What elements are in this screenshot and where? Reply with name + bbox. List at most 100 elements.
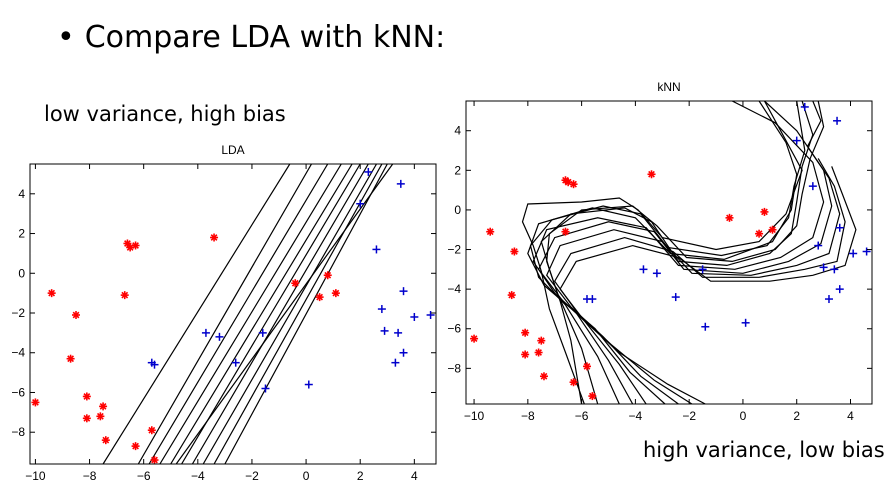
knn-blue-point <box>824 295 833 304</box>
knn-blue-point <box>819 263 828 272</box>
lda-boundary-line-4 <box>181 164 361 464</box>
lda-red-point <box>131 442 140 451</box>
knn-blue-point <box>814 241 823 250</box>
lda-xtick-label: −8 <box>83 469 97 483</box>
knn-red-point <box>725 213 734 222</box>
knn-ytick-label: 0 <box>454 203 461 217</box>
knn-ytick-label: −6 <box>447 322 461 336</box>
knn-blue-point <box>792 136 801 145</box>
lda-blue-point <box>364 167 373 176</box>
knn-red-point <box>486 227 495 236</box>
knn-blue-point <box>830 265 839 274</box>
lda-boundary-line-9 <box>102 164 291 464</box>
knn-xtick-label: −10 <box>464 409 485 423</box>
lda-blue-point <box>377 305 386 314</box>
knn-boundary-line-9 <box>559 166 857 404</box>
lda-xtick-label: −6 <box>137 469 151 483</box>
lda-red-point <box>82 414 91 423</box>
lda-xtick-label: 0 <box>303 469 310 483</box>
knn-red-point <box>539 372 548 381</box>
knn-red-point <box>507 291 516 300</box>
lda-red-point <box>101 436 110 445</box>
knn-red-point <box>582 362 591 371</box>
lda-ytick-label: 4 <box>18 187 25 201</box>
lda-title: LDA <box>221 143 244 157</box>
lda-red-point <box>72 310 81 319</box>
lda-xtick-label: −10 <box>25 469 46 483</box>
knn-ytick-label: 4 <box>454 124 461 138</box>
lda-boundary-line-10 <box>175 164 394 464</box>
knn-red-point <box>647 170 656 179</box>
knn-boundary-line-1 <box>546 101 825 404</box>
knn-xtick-label: −8 <box>521 409 535 423</box>
lda-xtick-label: 2 <box>357 469 364 483</box>
lda-red-point <box>315 293 324 302</box>
lda-blue-point <box>215 332 224 341</box>
knn-caption: high variance, low bias <box>643 438 885 462</box>
lda-xtick-label: −2 <box>245 469 259 483</box>
knn-boundaries <box>521 101 857 404</box>
knn-xtick-label: −2 <box>682 409 696 423</box>
lda-blue-point <box>150 360 159 369</box>
knn-xtick-label: −6 <box>575 409 589 423</box>
lda-boundaries <box>102 164 394 464</box>
lda-ytick-label: −8 <box>11 425 25 439</box>
lda-blue-point <box>396 179 405 188</box>
knn-xtick-label: −4 <box>629 409 643 423</box>
knn-blue-point <box>835 285 844 294</box>
lda-blue-point <box>391 358 400 367</box>
knn-red-point <box>755 229 764 238</box>
knn-red-point <box>561 227 570 236</box>
knn-boundary-line-8 <box>521 101 803 404</box>
knn-ytick-label: −2 <box>447 243 461 257</box>
lda-xtick-label: 4 <box>411 469 418 483</box>
lda-red-point <box>66 354 75 363</box>
lda-ytick-label: −2 <box>11 306 25 320</box>
knn-red-point <box>537 336 546 345</box>
lda-boundary-line-6 <box>202 164 378 464</box>
knn-boundary-line-6 <box>546 101 841 404</box>
knn-blue-point <box>671 293 680 302</box>
lda-blue-point <box>201 328 210 337</box>
knn-title: kNN <box>657 80 680 94</box>
lda-red-point <box>150 456 159 465</box>
knn-boundary-line-4 <box>532 101 825 404</box>
knn-boundary-line-0 <box>540 101 814 404</box>
lda-axes-frame <box>29 163 437 465</box>
lda-xtick-label: −4 <box>191 469 205 483</box>
lda-blue-point <box>399 287 408 296</box>
knn-red-point <box>768 225 777 234</box>
knn-blue-point <box>741 318 750 327</box>
lda-red-point <box>99 402 108 411</box>
knn-xtick-label: 0 <box>740 409 747 423</box>
knn-axes-frame <box>465 100 873 405</box>
knn-blue-point <box>652 269 661 278</box>
knn-blue-point <box>808 182 817 191</box>
knn-red-point <box>569 180 578 189</box>
knn-ytick-label: −8 <box>447 361 461 375</box>
lda-blue-point <box>426 310 435 319</box>
lda-blue-point <box>258 328 267 337</box>
lda-ytick-label: 0 <box>18 266 25 280</box>
lda-red-point <box>47 289 56 298</box>
knn-xtick-label: 4 <box>847 409 854 423</box>
lda-blue-point <box>380 326 389 335</box>
lda-blue-point <box>394 328 403 337</box>
lda-blue-point <box>372 245 381 254</box>
knn-blue-point <box>588 295 597 304</box>
knn-red-point <box>521 328 530 337</box>
lda-red-point <box>291 279 300 288</box>
knn-xtick-label: 2 <box>793 409 800 423</box>
lda-blue-point <box>399 348 408 357</box>
lda-ytick-label: −6 <box>11 385 25 399</box>
lda-boundary-line-2 <box>159 164 342 464</box>
lda-boundary-line-1 <box>148 164 329 464</box>
knn-red-point <box>521 350 530 359</box>
knn-red-point <box>534 348 543 357</box>
lda-blue-point <box>356 199 365 208</box>
lda-red-point <box>147 426 156 435</box>
lda-red-point <box>210 233 219 242</box>
knn-blue-point <box>833 116 842 125</box>
